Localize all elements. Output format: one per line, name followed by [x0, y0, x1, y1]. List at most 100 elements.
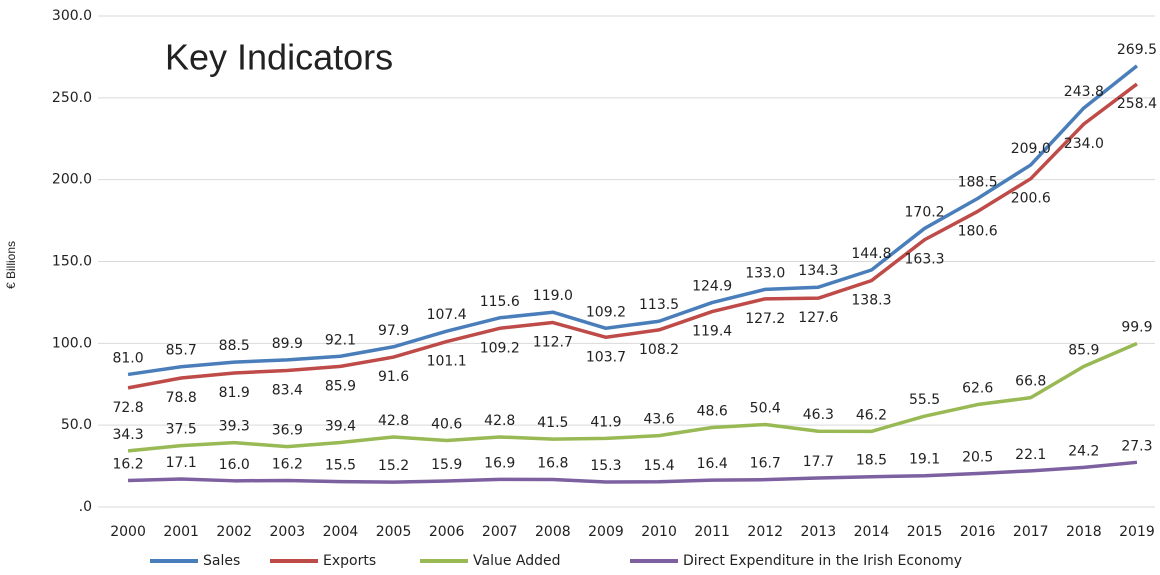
data-label: 188.5: [958, 174, 998, 190]
data-label: 42.8: [378, 413, 409, 429]
data-label: 113.5: [639, 297, 679, 313]
chart-title: Key Indicators: [165, 37, 393, 78]
data-label: 15.9: [431, 457, 462, 473]
x-tick-label: 2003: [270, 524, 306, 540]
data-label: 138.3: [851, 293, 891, 309]
data-label: 133.0: [745, 265, 785, 281]
data-label: 41.9: [590, 414, 621, 430]
data-label: 109.2: [480, 340, 520, 356]
data-label: 16.2: [112, 456, 143, 472]
data-label: 40.6: [431, 417, 462, 433]
legend-label: Sales: [203, 553, 240, 569]
data-label: 81.9: [219, 385, 250, 401]
data-label: 209.0: [1011, 141, 1051, 157]
y-tick-label: 150.0: [52, 254, 92, 270]
data-label: 269.5: [1117, 42, 1157, 58]
data-label: 88.5: [219, 338, 250, 354]
data-label: 83.4: [272, 383, 303, 399]
data-label: 46.3: [803, 407, 834, 423]
data-label: 39.3: [219, 419, 250, 435]
data-label: 97.9: [378, 323, 409, 339]
series-line: [127, 341, 1138, 453]
data-label: 243.8: [1064, 84, 1104, 100]
legend-label: Direct Expenditure in the Irish Economy: [683, 553, 962, 569]
data-label: 16.9: [484, 455, 515, 471]
data-label: 15.2: [378, 458, 409, 474]
y-tick-label: 250.0: [52, 90, 92, 106]
data-label: 72.8: [112, 400, 143, 416]
x-tick-label: 2004: [323, 524, 359, 540]
data-label: 37.5: [166, 422, 197, 438]
x-tick-label: 2018: [1066, 524, 1102, 540]
data-label: 103.7: [586, 349, 626, 365]
x-tick-label: 2006: [429, 524, 465, 540]
x-tick-label: 2002: [216, 524, 252, 540]
x-tick-label: 2014: [854, 524, 890, 540]
data-label: 50.4: [750, 401, 781, 417]
data-label: 200.6: [1011, 191, 1051, 207]
data-label: 115.6: [480, 294, 520, 310]
data-label: 234.0: [1064, 136, 1104, 152]
y-tick-label: 200.0: [52, 172, 92, 188]
data-label: 46.2: [856, 407, 887, 423]
series-line: [127, 82, 1139, 390]
data-label: 144.8: [851, 246, 891, 262]
data-label: 258.4: [1117, 96, 1157, 112]
data-label: 17.7: [803, 454, 834, 470]
x-tick-label: 2011: [694, 524, 730, 540]
x-tick-label: 2015: [907, 524, 943, 540]
data-label: 20.5: [962, 449, 993, 465]
data-label: 43.6: [643, 412, 674, 428]
data-label: 27.3: [1121, 438, 1152, 454]
data-label: 62.6: [962, 381, 993, 397]
y-tick-label: .0: [79, 499, 92, 515]
x-tick-label: 2017: [1013, 524, 1049, 540]
data-label: 18.5: [856, 453, 887, 469]
data-label: 127.6: [798, 310, 838, 326]
data-label: 108.2: [639, 342, 679, 358]
data-label: 16.0: [219, 457, 250, 473]
data-label: 24.2: [1068, 443, 1099, 459]
data-label: 55.5: [909, 392, 940, 408]
x-tick-label: 2008: [535, 524, 571, 540]
data-label: 16.8: [537, 456, 568, 472]
data-label: 42.8: [484, 413, 515, 429]
data-label: 17.1: [166, 455, 197, 471]
data-label: 81.0: [112, 350, 143, 366]
y-tick-label: 50.0: [61, 417, 92, 433]
data-label: 16.2: [272, 456, 303, 472]
data-label: 127.2: [745, 311, 785, 327]
data-label: 15.5: [325, 458, 356, 474]
data-label: 89.9: [272, 336, 303, 352]
x-tick-label: 2016: [960, 524, 996, 540]
x-tick-label: 2012: [747, 524, 783, 540]
x-tick-label: 2000: [110, 524, 146, 540]
data-label: 48.6: [697, 403, 728, 419]
x-tick-label: 2009: [588, 524, 624, 540]
data-label: 163.3: [905, 252, 945, 268]
x-tick-label: 2013: [801, 524, 837, 540]
x-tick-label: 2010: [641, 524, 677, 540]
data-label: 109.2: [586, 304, 626, 320]
data-label: 92.1: [325, 332, 356, 348]
data-label: 99.9: [1121, 319, 1152, 335]
data-label: 119.0: [533, 288, 573, 304]
data-label: 16.4: [697, 456, 728, 472]
data-label: 85.7: [166, 343, 197, 359]
data-label: 107.4: [427, 307, 467, 323]
data-label: 170.2: [905, 204, 945, 220]
data-label: 36.9: [272, 423, 303, 439]
data-label: 66.8: [1015, 374, 1046, 390]
data-label: 16.7: [750, 456, 781, 472]
y-tick-label: 100.0: [52, 335, 92, 351]
data-label: 85.9: [325, 378, 356, 394]
data-label: 22.1: [1015, 447, 1046, 463]
data-label: 101.1: [427, 354, 467, 370]
x-tick-label: 2001: [163, 524, 199, 540]
legend-label: Exports: [323, 553, 376, 569]
x-tick-label: 2007: [482, 524, 518, 540]
data-label: 112.7: [533, 335, 573, 351]
data-label: 19.1: [909, 452, 940, 468]
x-tick-label: 2019: [1119, 524, 1155, 540]
